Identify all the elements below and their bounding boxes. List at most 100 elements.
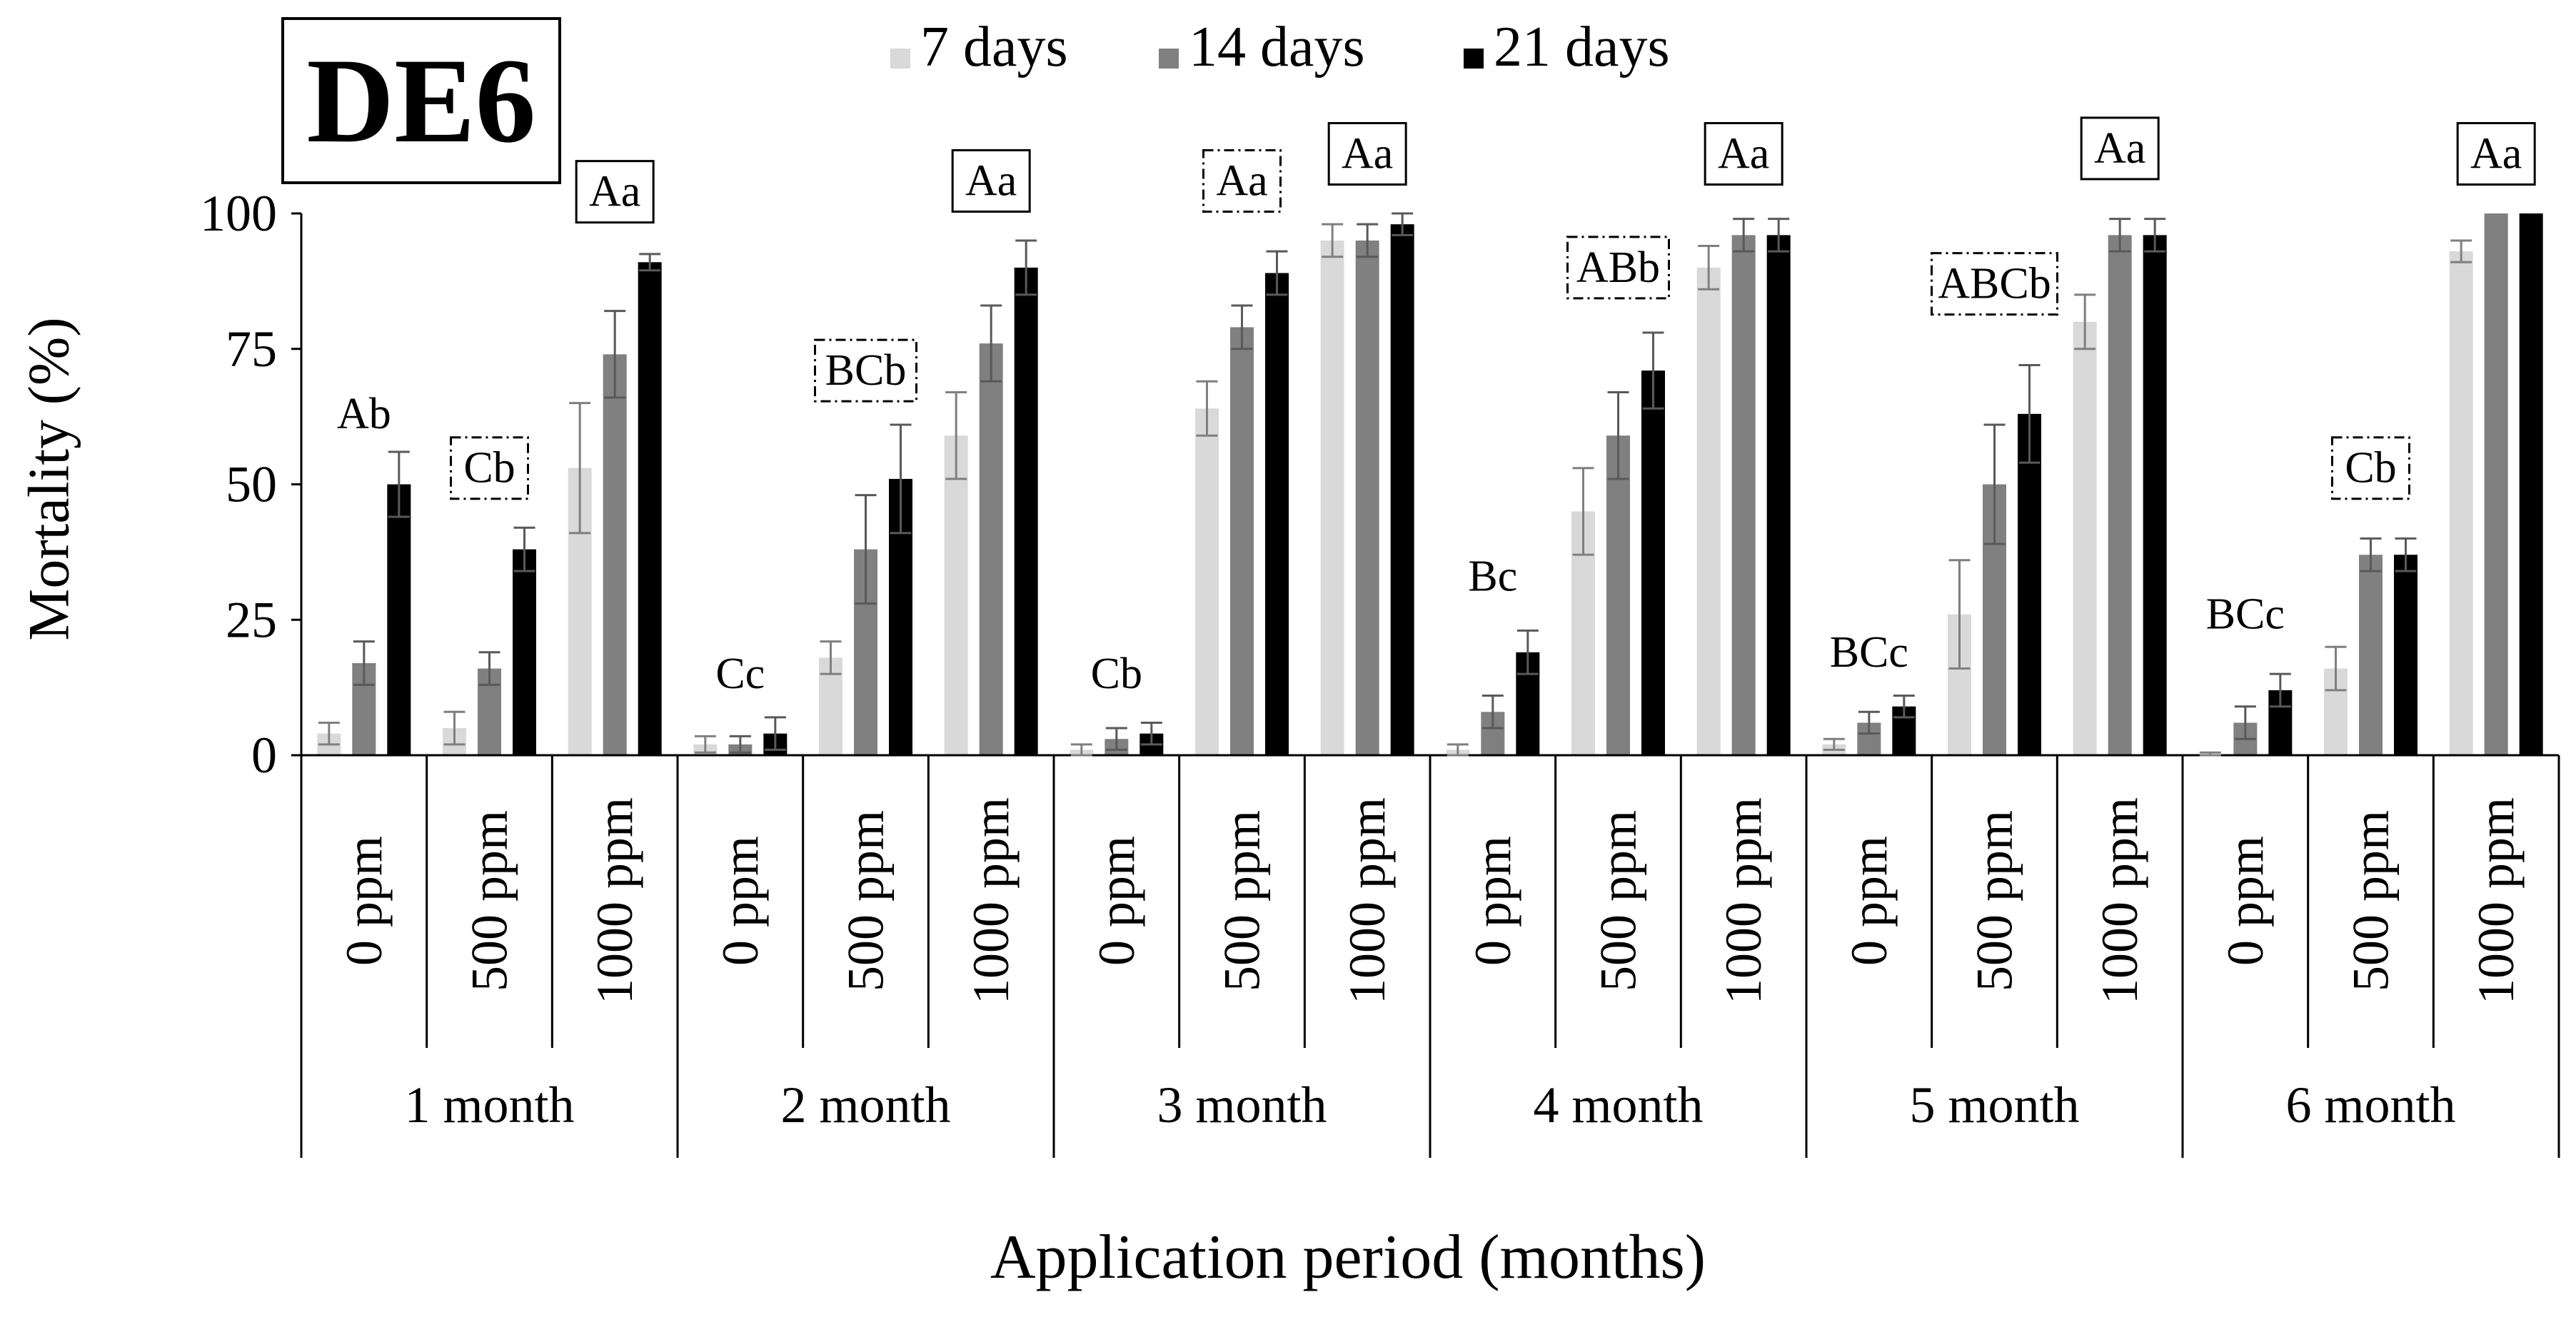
y-axis-label: Mortality (%) xyxy=(16,317,81,640)
significance-letter-2: Aa xyxy=(589,168,640,216)
group-label-4: 5 month xyxy=(1909,1076,2079,1134)
bar-1-10 xyxy=(1606,435,1630,755)
concentration-label-16: 500 ppm xyxy=(2343,810,2400,992)
significance-letter-8: Aa xyxy=(1342,130,1393,178)
significance-letter-9: Bc xyxy=(1468,553,1517,601)
letter-box-4 xyxy=(814,338,917,403)
significance-letter-0: Ab xyxy=(337,390,391,438)
significance-letter-10: ABb xyxy=(1576,243,1660,292)
letter-box-11 xyxy=(1704,122,1783,186)
legend-label-2: 21 days xyxy=(1494,16,1670,79)
legend: 7 days 14 days 21 days xyxy=(890,16,1670,79)
bar-0-7 xyxy=(1195,408,1219,755)
letter-box-7 xyxy=(1202,148,1282,213)
y-tick-label-50: 50 xyxy=(226,456,277,513)
y-tick-label-100: 100 xyxy=(200,185,277,242)
error-bars xyxy=(318,212,2472,757)
significance-letters: Ab Cb Aa Cc BCb Aa Cb Aa Aa Bc ABb Aa BCc ABCb Aa BCc Cb… xyxy=(337,116,2536,698)
concentration-label-7: 500 ppm xyxy=(1214,810,1271,992)
y-axis: 0 25 50 75 100 xyxy=(200,185,303,784)
chart-title: DE6 xyxy=(306,34,535,168)
significance-letter-7: Aa xyxy=(1216,156,1267,205)
bar-1-11 xyxy=(1731,235,1756,755)
bar-2-13 xyxy=(2018,413,2041,755)
bar-2-2 xyxy=(638,262,662,755)
letter-box-5 xyxy=(951,148,1031,213)
concentration-label-11: 1000 ppm xyxy=(1715,797,1772,1004)
concentration-label-8: 1000 ppm xyxy=(1339,797,1396,1004)
bar-1-5 xyxy=(979,343,1003,755)
letter-box-10 xyxy=(1566,236,1670,300)
bar-2-14 xyxy=(2143,235,2167,755)
bar-1-7 xyxy=(1230,327,1254,755)
letter-box-16 xyxy=(2331,436,2410,500)
bars xyxy=(301,213,2559,757)
y-tick-label-75: 75 xyxy=(226,321,277,378)
bar-0-8 xyxy=(1320,240,1344,755)
x-axis: 0 ppm 500 ppm 1000 ppm 0 ppm 500 ppm 1000 ppm… xyxy=(300,755,2560,1158)
concentration-label-5: 1000 ppm xyxy=(962,797,1020,1004)
letter-box-2 xyxy=(575,160,655,224)
y-tick-label-25: 25 xyxy=(226,591,277,648)
letter-box-13 xyxy=(1931,252,2058,316)
bar-1-8 xyxy=(1355,240,1379,755)
bar-2-11 xyxy=(1766,235,1791,755)
letter-box-1 xyxy=(450,436,529,500)
significance-letter-14: Aa xyxy=(2094,124,2145,173)
letter-box-14 xyxy=(2080,116,2160,181)
group-label-5: 6 month xyxy=(2285,1076,2455,1134)
group-label-0: 1 month xyxy=(404,1076,574,1134)
bar-0-11 xyxy=(1696,267,1721,755)
significance-letter-3: Cc xyxy=(715,650,765,698)
bar-2-0 xyxy=(387,484,411,755)
concentration-label-13: 500 ppm xyxy=(1966,810,2023,992)
concentration-label-1: 500 ppm xyxy=(461,810,518,992)
significance-letter-5: Aa xyxy=(965,156,1017,205)
significance-letter-11: Aa xyxy=(1718,130,1769,178)
bar-2-5 xyxy=(1014,267,1038,755)
significance-letter-12: BCc xyxy=(1830,628,1908,677)
chart-title-box xyxy=(281,17,561,184)
bar-2-8 xyxy=(1390,224,1414,755)
concentration-label-15: 0 ppm xyxy=(2217,836,2274,966)
group-label-2: 3 month xyxy=(1157,1076,1327,1134)
concentration-label-17: 1000 ppm xyxy=(2467,797,2525,1004)
bar-1-17 xyxy=(2484,213,2508,755)
concentration-label-9: 0 ppm xyxy=(1464,836,1521,966)
bar-2-10 xyxy=(1641,370,1665,755)
bar-2-7 xyxy=(1265,273,1289,755)
concentration-label-2: 1000 ppm xyxy=(586,797,643,1004)
bar-0-5 xyxy=(944,435,968,755)
concentration-label-6: 0 ppm xyxy=(1088,836,1145,966)
letter-box-17 xyxy=(2456,122,2536,186)
bar-2-17 xyxy=(2519,213,2543,755)
bar-2-16 xyxy=(2394,555,2417,755)
group-label-1: 2 month xyxy=(780,1076,950,1134)
concentration-label-0: 0 ppm xyxy=(336,836,393,966)
significance-letter-1: Cb xyxy=(463,444,515,493)
significance-letter-6: Cb xyxy=(1091,650,1142,698)
bar-1-14 xyxy=(2108,235,2132,755)
chart-title-group: DE6 xyxy=(281,17,561,184)
group-label-3: 4 month xyxy=(1533,1076,1703,1134)
concentration-label-3: 0 ppm xyxy=(712,836,769,966)
significance-letter-13: ABCb xyxy=(1938,260,2051,308)
legend-label-1: 14 days xyxy=(1189,16,1365,79)
bar-0-14 xyxy=(2073,321,2097,755)
y-tick-label-0: 0 xyxy=(251,727,277,784)
bar-2-1 xyxy=(513,549,536,755)
legend-swatch-1 xyxy=(1159,49,1179,69)
legend-swatch-2 xyxy=(1464,49,1484,69)
significance-letter-16: Cb xyxy=(2345,444,2396,493)
concentration-label-12: 0 ppm xyxy=(1841,836,1898,966)
x-axis-label: Application period (months) xyxy=(990,1223,1706,1292)
bar-0-17 xyxy=(2449,251,2473,755)
significance-letter-4: BCb xyxy=(825,346,907,395)
legend-swatch-0 xyxy=(890,49,910,69)
concentration-label-10: 500 ppm xyxy=(1590,810,1647,992)
bar-1-16 xyxy=(2359,555,2383,755)
legend-label-0: 7 days xyxy=(920,16,1068,79)
concentration-label-4: 500 ppm xyxy=(837,810,895,992)
significance-letter-17: Aa xyxy=(2470,130,2522,178)
